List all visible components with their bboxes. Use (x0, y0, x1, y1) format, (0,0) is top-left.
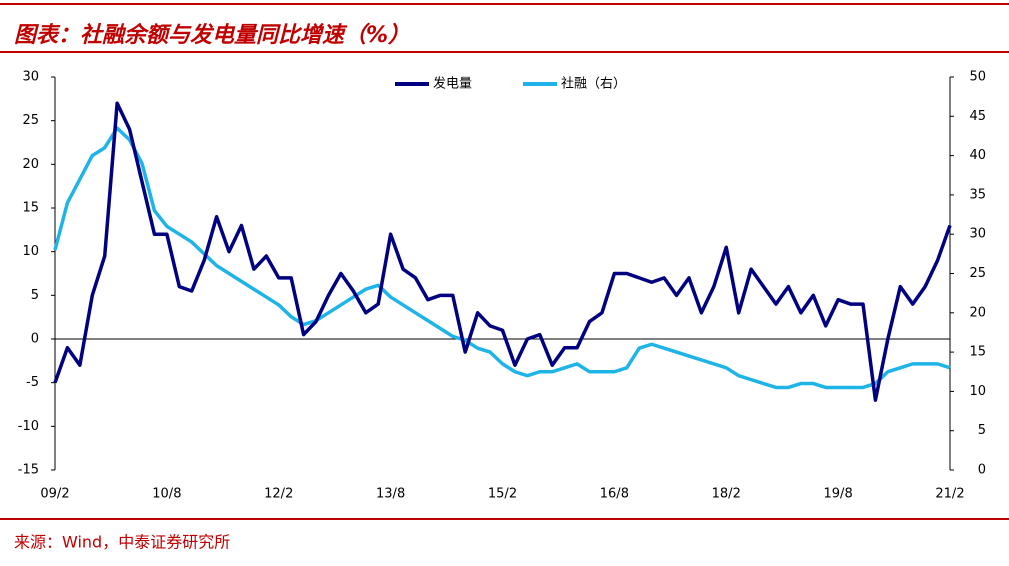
y-tick-label: -10 (18, 419, 39, 434)
y2-tick-label: 0 (978, 463, 986, 478)
x-tick-label: 10/8 (152, 487, 181, 502)
y2-tick-label: 15 (969, 345, 986, 360)
x-tick-label: 09/2 (40, 487, 69, 502)
y2-tick-label: 25 (969, 266, 986, 281)
x-tick-label: 18/2 (712, 487, 741, 502)
y2-tick-label: 45 (969, 109, 986, 124)
y2-tick-label: 40 (969, 148, 986, 163)
y-tick-label: 5 (31, 288, 39, 303)
series-line (53, 101, 952, 402)
y-tick-label: 25 (22, 113, 39, 128)
y2-tick-label: 20 (969, 305, 986, 320)
x-tick-label: 13/8 (376, 487, 405, 502)
series-line (53, 126, 951, 390)
y-tick-label: 0 (31, 332, 39, 347)
y2-tick-label: 10 (969, 384, 986, 399)
y2-tick-label: 35 (969, 187, 986, 202)
x-tick-label: 15/2 (488, 487, 517, 502)
y-tick-label: -15 (18, 463, 39, 478)
legend-label: 社融（右） (561, 76, 626, 92)
y-tick-label: -5 (26, 375, 39, 390)
y-tick-label: 30 (22, 70, 39, 85)
x-tick-label: 21/2 (935, 487, 964, 502)
x-tick-label: 16/8 (600, 487, 629, 502)
y-tick-label: 20 (22, 157, 39, 172)
chart-title: 图表：社融余额与发电量同比增速（%） (14, 22, 410, 48)
y2-tick-label: 5 (978, 423, 986, 438)
x-tick-label: 19/8 (824, 487, 853, 502)
y-tick-label: 15 (22, 201, 39, 216)
source: 来源：Wind，中泰证券研究所 (14, 533, 230, 552)
y2-tick-label: 30 (969, 227, 986, 242)
y2-tick-label: 50 (969, 70, 986, 85)
y-tick-label: 10 (22, 244, 39, 259)
legend-label: 发电量 (433, 76, 472, 92)
x-tick-label: 12/2 (264, 487, 293, 502)
